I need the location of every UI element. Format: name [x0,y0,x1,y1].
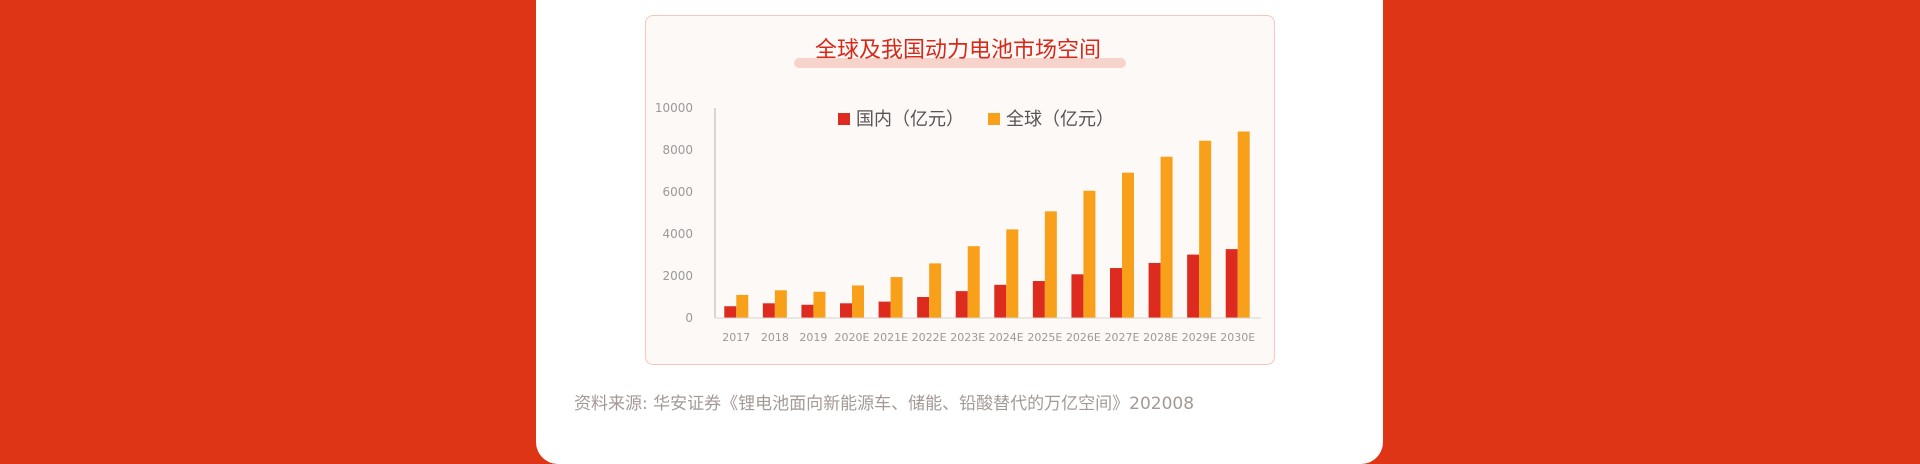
x-tick-label: 2021E [873,331,908,344]
y-tick-label: 8000 [662,143,693,157]
bar-domestic [994,284,1007,318]
bar-domestic [1071,274,1084,318]
bar-global [929,263,942,318]
bar-global [890,277,903,318]
x-tick-label: 2028E [1143,331,1178,344]
legend-label: 国内（亿元） [856,109,964,130]
bar-domestic [955,291,968,318]
bar-domestic [724,306,737,318]
bar-domestic [762,303,775,318]
source-note: 资料来源: 华安证券《锂电池面向新能源车、储能、铅酸替代的万亿空间》202008 [574,394,1195,414]
bar-global [1237,131,1250,318]
x-tick-label: 2023E [950,331,985,344]
bar-global [813,291,826,318]
bar-domestic [1032,281,1045,318]
bar-global [736,294,749,318]
bars [724,131,1250,318]
y-tick-label: 6000 [662,185,693,199]
legend-swatch [988,113,1000,125]
bar-global [1199,140,1212,318]
x-tick-label: 2025E [1027,331,1062,344]
legend-swatch [838,113,850,125]
bar-domestic [1148,262,1161,318]
legend: 国内（亿元） 全球（亿元） [838,109,1114,130]
y-axis: 0 2000 4000 6000 8000 10000 [655,101,716,325]
x-tick-label: 2030E [1220,331,1255,344]
x-tick-label: 2024E [989,331,1024,344]
bar-global [1083,190,1096,318]
y-tick-label: 10000 [655,101,693,115]
bar-global [774,290,787,318]
bar-domestic [801,304,814,318]
x-tick-label: 2029E [1182,331,1217,344]
bar-domestic [1110,268,1122,318]
x-tick-label: 2020E [835,331,870,344]
bar-global [1122,172,1134,318]
chart-title: 全球及我国动力电池市场空间 [814,38,1101,63]
legend-label: 全球（亿元） [1006,109,1114,130]
x-tick-label: 2019 [799,331,827,344]
chart-title-wrap: 全球及我国动力电池市场空间 [790,36,1126,72]
x-tick-label: 2022E [912,331,947,344]
y-tick-label: 2000 [662,269,693,283]
bar-domestic [840,303,852,318]
bar-global [1006,229,1019,318]
bar-domestic [1187,254,1200,318]
bar-domestic [917,297,930,318]
bar-global [852,285,864,318]
bar-global [967,246,980,318]
y-tick-label: 4000 [662,227,693,241]
x-tick-label: 2018 [761,331,789,344]
bar-domestic [1225,249,1238,318]
bar-global [1044,211,1057,318]
x-tick-label: 2027E [1105,331,1140,344]
bar-global [1160,156,1173,318]
x-tick-label: 2017 [722,331,750,344]
title-highlight [794,58,1126,68]
bar-domestic [878,301,891,318]
x-axis: 2017 2018 2019 2020E 2021E 2022E 2023E 2024E 202… [715,317,1261,344]
y-tick-label: 0 [685,311,693,325]
x-tick-label: 2026E [1066,331,1101,344]
